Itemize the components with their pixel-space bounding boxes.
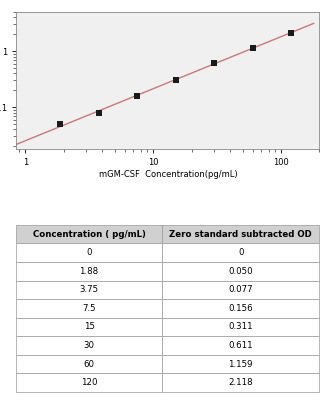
Point [173,76,178,83]
Point [58,121,63,127]
X-axis label: mGM-CSF  Concentration(pg/mL): mGM-CSF Concentration(pg/mL) [98,170,237,179]
Point [135,93,140,100]
Point [250,44,255,51]
Point [96,110,101,117]
Point [289,30,294,36]
Point [212,60,217,66]
